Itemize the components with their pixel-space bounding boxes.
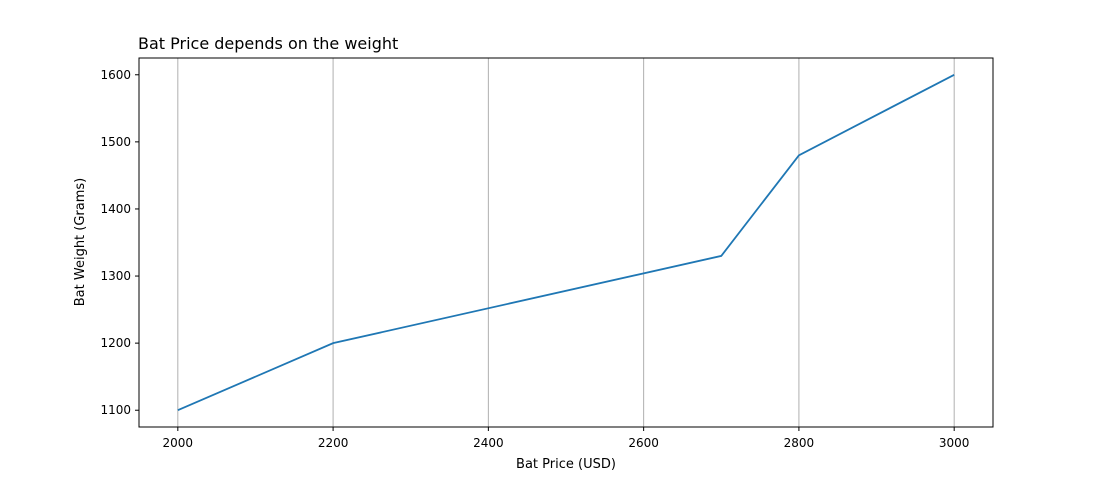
grid xyxy=(177,58,955,427)
y-tick-label: 1500 xyxy=(100,135,131,149)
x-tick-label: 2600 xyxy=(628,436,659,450)
y-tick-label: 1200 xyxy=(100,336,131,350)
y-tick-label: 1300 xyxy=(100,269,131,283)
y-tick-label: 1600 xyxy=(100,68,131,82)
chart-title: Bat Price depends on the weight xyxy=(138,34,398,53)
series xyxy=(177,73,955,412)
plot-frame xyxy=(138,57,994,428)
x-axis: 2000 2200 2400 2600 2800 3000 xyxy=(163,427,970,450)
series-line xyxy=(177,73,955,412)
x-tick-label: 2800 xyxy=(784,436,815,450)
y-axis: 1100 1200 1300 1400 1500 1600 xyxy=(100,68,139,417)
x-axis-label: Bat Price (USD) xyxy=(516,457,616,472)
x-tick-label: 2200 xyxy=(318,436,349,450)
y-tick-label: 1400 xyxy=(100,202,131,216)
y-axis-label: Bat Weight (Grams) xyxy=(73,178,88,307)
x-tick-label: 3000 xyxy=(939,436,970,450)
y-tick-label: 1100 xyxy=(100,403,131,417)
x-tick-label: 2000 xyxy=(163,436,194,450)
x-tick-label: 2400 xyxy=(473,436,504,450)
